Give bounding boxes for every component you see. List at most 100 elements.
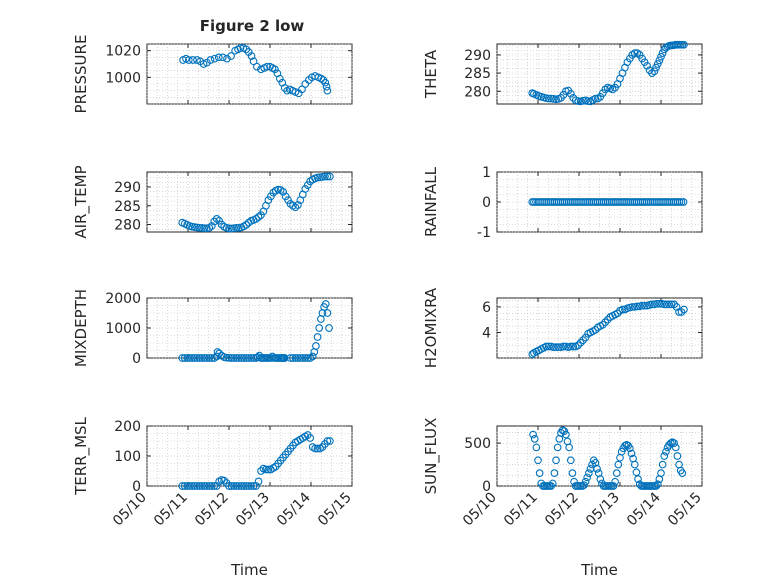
data-point bbox=[566, 456, 575, 465]
data-point bbox=[180, 354, 189, 362]
data-point bbox=[638, 301, 646, 310]
x-tick-label: 05/15 bbox=[665, 490, 705, 530]
data-point bbox=[632, 468, 641, 477]
subplot-h2omixra: 4 6 H2OMIXRA bbox=[422, 287, 703, 368]
data-point bbox=[317, 74, 326, 83]
ylabel-air-temp: AIR_TEMP bbox=[72, 165, 91, 238]
data-point bbox=[566, 89, 575, 98]
data-point bbox=[239, 354, 248, 362]
data-point bbox=[613, 309, 622, 318]
y-tick-label: 6 bbox=[482, 300, 491, 316]
data-point bbox=[648, 69, 656, 77]
ylabel-terr-msl: TERR_MSL bbox=[72, 416, 91, 495]
y-tick-label: 2000 bbox=[105, 291, 141, 307]
data-point bbox=[653, 60, 662, 68]
data-point bbox=[193, 482, 201, 490]
data-point bbox=[553, 443, 562, 452]
data-point bbox=[306, 434, 315, 442]
data-point bbox=[598, 320, 607, 329]
subplot-sun-flux: 0 500 05/10 05/11 05/12 05/13 05/14 05/15 SUN_F… bbox=[422, 418, 705, 579]
data-point bbox=[576, 338, 585, 347]
data-points bbox=[528, 299, 688, 359]
data-point bbox=[280, 84, 289, 92]
data-point bbox=[291, 203, 300, 212]
data-point bbox=[253, 62, 261, 71]
y-tick-label: 290 bbox=[464, 48, 491, 64]
data-point bbox=[323, 172, 332, 181]
data-point bbox=[230, 354, 238, 362]
data-point bbox=[249, 482, 258, 490]
data-point bbox=[630, 460, 639, 469]
data-point bbox=[594, 94, 602, 103]
y-tick-label: 285 bbox=[114, 199, 141, 215]
data-point bbox=[532, 443, 541, 452]
data-point bbox=[227, 52, 235, 60]
data-point bbox=[237, 354, 246, 362]
ylabel-pressure: PRESSURE bbox=[72, 35, 90, 114]
data-point bbox=[210, 54, 219, 63]
data-point bbox=[611, 477, 619, 486]
data-point bbox=[630, 49, 639, 57]
subplot-mixdepth: 0 1000 2000 MIXDEPTH bbox=[72, 289, 353, 367]
data-point bbox=[534, 456, 542, 465]
y-tick-label: 1 bbox=[482, 165, 491, 181]
data-point bbox=[223, 54, 231, 63]
data-point bbox=[640, 301, 649, 310]
data-point bbox=[658, 460, 667, 469]
data-point bbox=[207, 482, 216, 490]
data-point bbox=[680, 40, 688, 49]
data-point bbox=[195, 354, 204, 362]
data-point bbox=[657, 469, 665, 477]
data-point bbox=[200, 482, 209, 490]
y-tick-label: 1020 bbox=[105, 44, 141, 60]
data-point bbox=[581, 477, 590, 486]
data-point bbox=[239, 482, 248, 490]
data-point bbox=[675, 198, 684, 206]
data-point bbox=[178, 482, 187, 490]
data-point bbox=[548, 479, 557, 488]
data-point bbox=[279, 188, 287, 196]
data-point bbox=[593, 465, 601, 473]
data-point bbox=[298, 85, 306, 94]
data-point bbox=[193, 354, 201, 362]
data-point bbox=[323, 86, 332, 95]
x-tick-label: 05/12 bbox=[192, 490, 232, 530]
data-point bbox=[289, 354, 297, 362]
data-point bbox=[529, 430, 537, 439]
data-point bbox=[183, 354, 192, 362]
data-point bbox=[652, 482, 660, 490]
data-point bbox=[614, 460, 623, 469]
data-point bbox=[276, 186, 285, 194]
data-point bbox=[205, 224, 214, 232]
data-point bbox=[200, 354, 209, 362]
ylabel-theta: THETA bbox=[422, 49, 440, 99]
data-point bbox=[653, 299, 661, 308]
data-point bbox=[633, 49, 642, 57]
data-point bbox=[198, 482, 206, 490]
data-point bbox=[680, 305, 688, 314]
x-tick-label: 05/11 bbox=[151, 490, 191, 530]
data-point bbox=[677, 308, 686, 316]
data-point bbox=[242, 221, 251, 229]
data-points bbox=[528, 198, 688, 206]
data-point bbox=[313, 333, 322, 341]
data-point bbox=[559, 342, 568, 351]
data-point bbox=[232, 224, 241, 232]
data-point bbox=[206, 56, 215, 64]
data-point bbox=[671, 443, 680, 452]
data-point bbox=[653, 480, 662, 489]
ylabel-mixdepth: MIXDEPTH bbox=[72, 289, 90, 367]
data-point bbox=[244, 482, 253, 490]
y-tick-label: 285 bbox=[464, 66, 491, 82]
figure-title: Figure 2 low bbox=[200, 17, 305, 35]
data-point bbox=[180, 482, 189, 490]
data-point bbox=[286, 354, 295, 362]
data-points bbox=[178, 431, 334, 490]
data-points bbox=[528, 40, 688, 106]
data-point bbox=[633, 302, 642, 311]
x-tick-label: 05/15 bbox=[315, 490, 355, 530]
data-point bbox=[544, 342, 553, 351]
data-point bbox=[643, 61, 651, 70]
data-point bbox=[178, 354, 187, 362]
data-point bbox=[249, 57, 258, 66]
